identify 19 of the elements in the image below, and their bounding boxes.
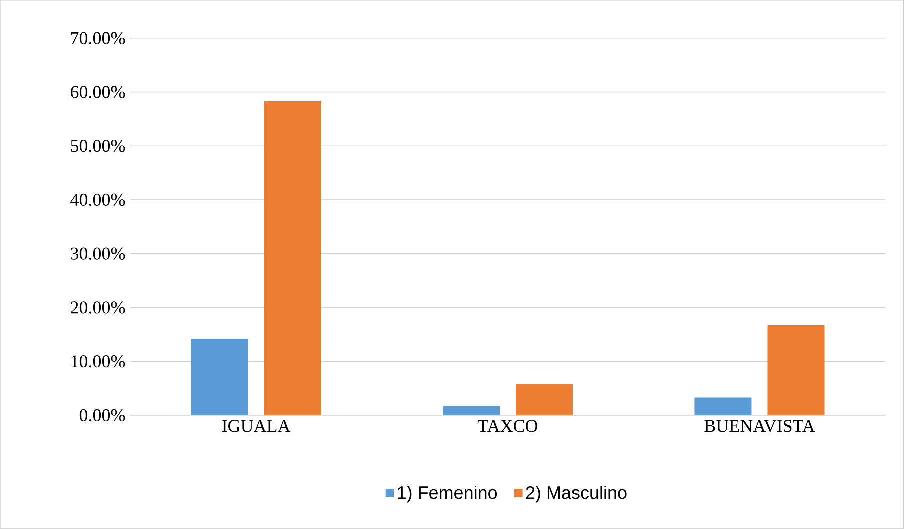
y-tick-label: 40.00%	[70, 194, 126, 206]
legend-label: 1) Femenino	[398, 486, 498, 503]
x-tick-label: IGUALA	[222, 420, 291, 432]
x-tick-label: BUENAVISTA	[704, 420, 816, 432]
y-tick-label: 70.00%	[71, 32, 126, 45]
bar	[264, 101, 322, 416]
y-tick-label: 10.00%	[72, 356, 126, 368]
bar	[191, 339, 248, 416]
bar	[516, 384, 574, 416]
x-tick-label: TAXCO	[478, 420, 538, 432]
y-tick-label: 0.00%	[80, 409, 126, 422]
bar	[443, 406, 500, 416]
bar	[768, 326, 825, 416]
y-tick-label: 30.00%	[71, 248, 126, 260]
y-tick-label: 50.00%	[71, 140, 126, 152]
legend-label: 2) Masculino	[526, 486, 627, 503]
bar	[694, 398, 752, 416]
y-tick-label: 20.00%	[71, 302, 126, 314]
y-tick-label: 60.00%	[71, 86, 126, 98]
